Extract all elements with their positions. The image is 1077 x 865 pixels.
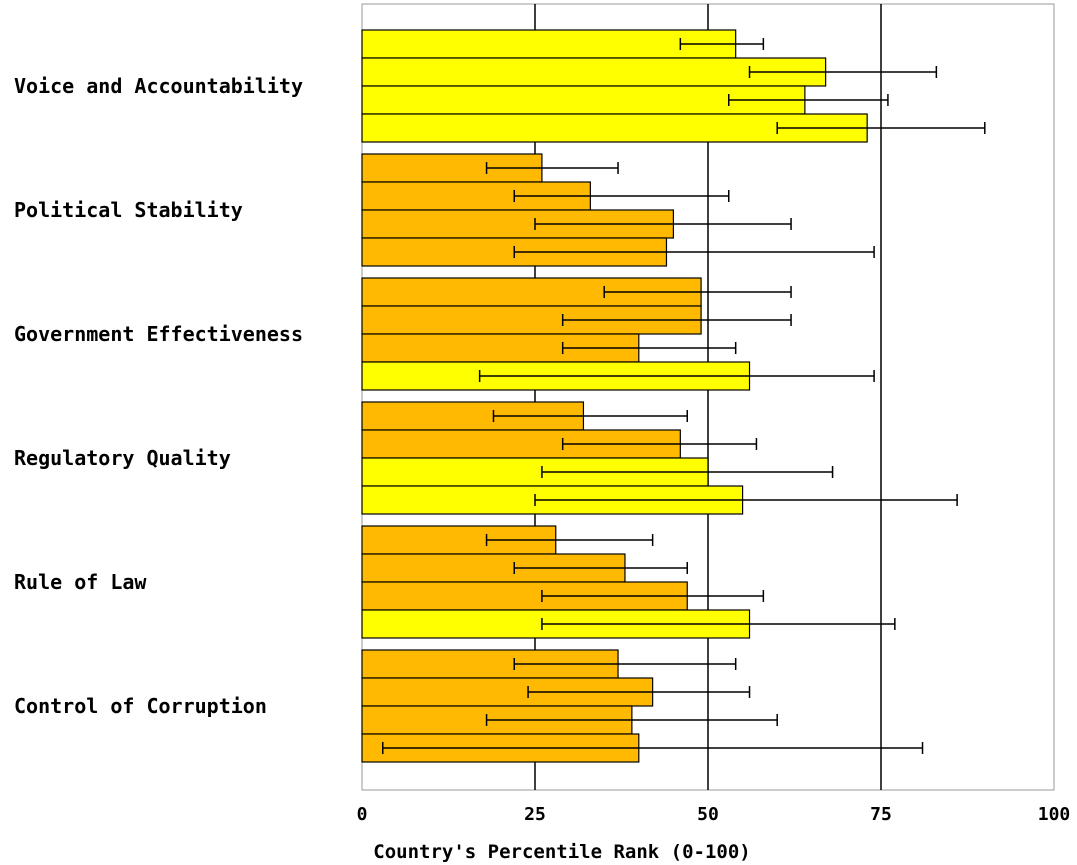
category-label: Regulatory Quality xyxy=(14,446,231,470)
error-bars xyxy=(382,38,986,754)
category-label: Control of Corruption xyxy=(14,694,267,718)
x-tick-label: 100 xyxy=(1038,804,1071,825)
category-label: Government Effectiveness xyxy=(14,322,303,346)
category-labels: Voice and Accountability Political Stabil… xyxy=(14,74,303,718)
x-axis-ticks: 0 25 50 75 100 xyxy=(357,804,1071,825)
bar xyxy=(361,57,827,87)
x-tick-label: 75 xyxy=(870,804,892,825)
category-label: Rule of Law xyxy=(14,570,147,594)
bar xyxy=(361,29,737,59)
x-tick-label: 25 xyxy=(524,804,546,825)
category-label: Political Stability xyxy=(14,198,243,222)
bar xyxy=(361,457,709,487)
x-tick-label: 0 xyxy=(357,804,368,825)
category-label: Voice and Accountability xyxy=(14,74,303,98)
x-axis-title: Country's Percentile Rank (0-100) xyxy=(373,841,751,863)
x-tick-label: 50 xyxy=(697,804,719,825)
